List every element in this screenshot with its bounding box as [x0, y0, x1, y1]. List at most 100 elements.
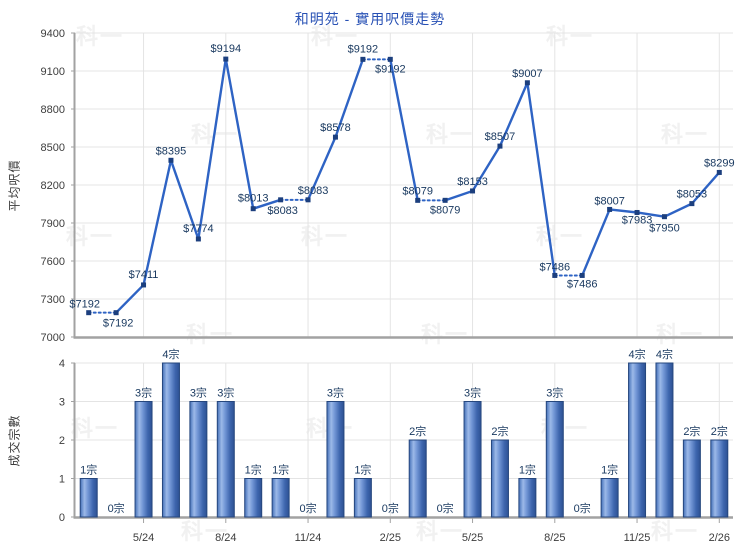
price-point-marker	[524, 80, 530, 86]
watermark-text: 科一	[70, 416, 120, 441]
price-point-marker	[634, 209, 640, 215]
price-line-segment	[663, 202, 694, 218]
price-point-label: $8079	[430, 204, 461, 216]
bar-label: 1宗	[80, 463, 97, 477]
price-line-segment	[635, 211, 666, 218]
bar-label: 3宗	[327, 386, 344, 400]
price-point-marker	[689, 201, 695, 207]
bar	[79, 478, 98, 518]
bar-label: 4宗	[162, 347, 179, 361]
price-line-segment	[334, 58, 365, 139]
x-tick-label: 11/25	[624, 532, 651, 544]
y-tick-label: 8500	[41, 142, 65, 154]
price-line-segment	[498, 81, 529, 148]
price-point-marker	[579, 272, 585, 278]
bar	[655, 362, 674, 518]
bar-label: 0宗	[382, 501, 399, 515]
bar-label: 0宗	[437, 501, 454, 515]
x-tick-label: 2/26	[709, 532, 730, 544]
x-tick-label: 11/24	[295, 532, 322, 544]
y-tick-label: 1	[59, 474, 65, 486]
price-point-label: $9194	[210, 43, 241, 55]
y-tick-label: 7000	[41, 332, 65, 344]
price-line-segment	[471, 144, 502, 193]
price-point-label: $9192	[375, 63, 406, 75]
price-point-label: $9192	[348, 43, 379, 55]
price-point-marker	[716, 169, 722, 175]
x-tick-label: 8/24	[215, 532, 236, 544]
bar-label: 1宗	[272, 463, 289, 477]
price-point-label: $8507	[485, 131, 516, 143]
y-tick-label: 8200	[41, 180, 65, 192]
bar-label: 2宗	[683, 424, 700, 438]
bar-label: 1宗	[354, 463, 371, 477]
price-point-label: $7983	[622, 214, 653, 226]
price-point-label: $7774	[183, 223, 214, 235]
price-point-marker	[552, 272, 558, 278]
x-tick-label: 5/24	[133, 532, 154, 544]
price-point-label: $7486	[539, 261, 570, 273]
price-line-segment	[443, 189, 474, 202]
bar	[600, 478, 619, 518]
bar-label: 3宗	[464, 386, 481, 400]
bar-label: 3宗	[190, 386, 207, 400]
y-tick-label: 7300	[41, 294, 65, 306]
y-tick-label: 0	[59, 512, 65, 524]
price-point-marker	[86, 310, 92, 316]
x-tick-label: 8/25	[544, 532, 565, 544]
chart-title: 和明苑 - 實用呎價走勢	[294, 11, 446, 27]
watermark-text: 科一	[535, 224, 585, 249]
bar	[189, 401, 208, 518]
price-point-label: $8395	[156, 145, 187, 157]
bar-label: 3宗	[546, 386, 563, 400]
price-point-label: $7411	[129, 269, 159, 281]
price-line-segment	[252, 198, 282, 210]
price-point-marker	[360, 56, 366, 62]
price-line-segment	[581, 208, 611, 277]
bar-label: 0宗	[299, 501, 316, 515]
price-point-label: $8083	[298, 185, 329, 197]
price-line-segment	[389, 58, 419, 202]
y-tick-label: 7600	[41, 256, 65, 268]
bar	[134, 401, 153, 518]
bar	[216, 401, 235, 518]
y-tick-label: 2	[59, 435, 65, 447]
price-point-label: $8578	[320, 122, 351, 134]
bar	[353, 478, 372, 518]
price-point-label: $8079	[402, 185, 433, 197]
bar	[710, 439, 729, 518]
price-line-segment	[526, 81, 556, 277]
bar	[628, 362, 647, 518]
price-point-label: $8013	[238, 193, 269, 205]
price-line-segment	[197, 57, 227, 241]
bar	[518, 478, 537, 518]
price-point-marker	[168, 157, 174, 163]
watermark-text: 科一	[655, 322, 705, 347]
y-tick-label: 9400	[41, 28, 65, 40]
bar-label: 2宗	[409, 424, 426, 438]
y-tick-label: 3	[59, 397, 65, 409]
price-point-marker	[195, 236, 201, 242]
price-point-label: $7192	[103, 318, 134, 330]
watermark-text: 科一	[425, 122, 475, 147]
x-tick-label: 2/25	[380, 532, 401, 544]
price-line-segment	[306, 135, 337, 202]
price-line-segment	[169, 159, 200, 241]
watermark-text: 科一	[420, 322, 470, 347]
price-line-segment	[142, 159, 173, 287]
price-line-segment	[114, 283, 145, 314]
bar-label: 1宗	[245, 463, 262, 477]
y-tick-label: 7900	[41, 218, 65, 230]
price-point-marker	[661, 214, 667, 220]
y-tick-label: 4	[59, 358, 65, 370]
bar-label: 2宗	[491, 424, 508, 438]
watermark-text: 科一	[180, 519, 230, 544]
price-point-label: $7486	[567, 278, 598, 290]
price-point-marker	[497, 143, 503, 149]
watermark-text: 科一	[415, 519, 465, 544]
price-point-label: $8083	[267, 205, 298, 217]
bar-label: 0宗	[574, 501, 591, 515]
bar	[463, 401, 482, 518]
watermark-text: 科一	[300, 224, 350, 249]
